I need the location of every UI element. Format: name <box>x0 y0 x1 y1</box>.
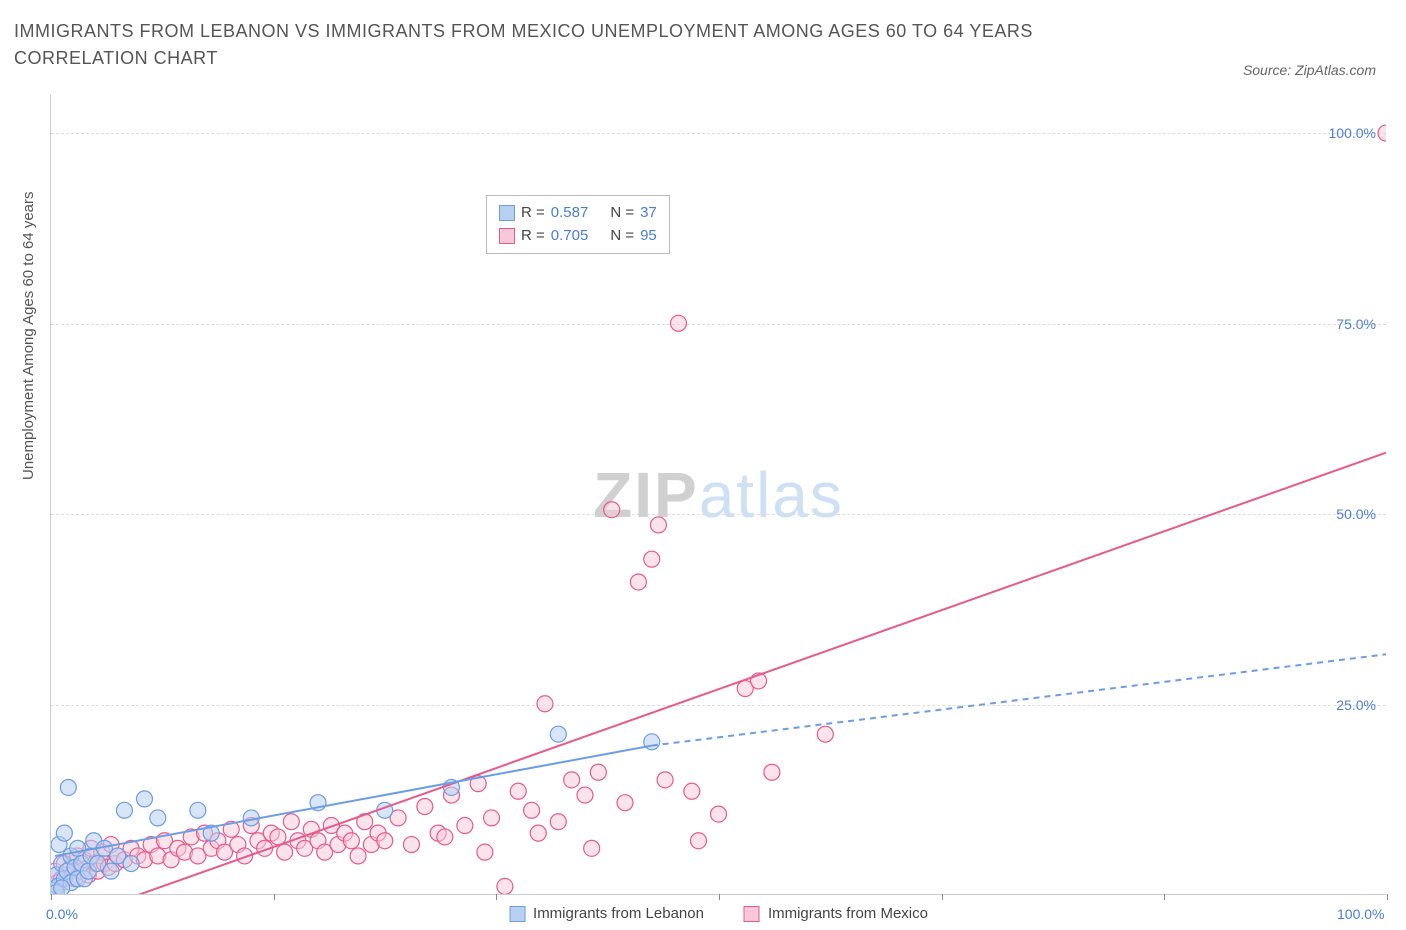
data-point <box>457 818 473 834</box>
data-point <box>510 783 526 799</box>
chart-title: IMMIGRANTS FROM LEBANON VS IMMIGRANTS FR… <box>14 18 1134 72</box>
legend-item-lebanon: Immigrants from Lebanon <box>509 905 704 922</box>
data-point <box>617 795 633 811</box>
chart-svg <box>51 95 1386 894</box>
x-tick-mark <box>1164 894 1165 900</box>
swatch-mexico <box>499 228 515 244</box>
source-label: Source: ZipAtlas.com <box>1243 62 1376 78</box>
data-point <box>550 726 566 742</box>
data-point <box>584 840 600 856</box>
data-point <box>403 837 419 853</box>
data-point <box>437 829 453 845</box>
r-label: R = <box>521 225 545 248</box>
data-point <box>136 791 152 807</box>
data-point <box>564 772 580 788</box>
data-point <box>377 833 393 849</box>
data-point <box>577 787 593 803</box>
legend-row-mexico: R = 0.705 N = 95 <box>499 225 657 248</box>
data-point <box>817 726 833 742</box>
data-point <box>537 696 553 712</box>
x-tick-mark <box>496 894 497 900</box>
data-point <box>644 551 660 567</box>
y-axis-label: Unemployment Among Ages 60 to 64 years <box>20 191 37 480</box>
data-point <box>650 517 666 533</box>
data-point <box>690 833 706 849</box>
x-tick-label: 100.0% <box>1337 906 1384 922</box>
data-point <box>497 878 513 894</box>
plot-area: ZIPatlas R = 0.587 N = 37 R = 0.705 N = … <box>50 95 1386 895</box>
x-tick-label: 0.0% <box>46 906 78 922</box>
data-point <box>54 880 70 894</box>
data-point <box>657 772 673 788</box>
data-point <box>530 825 546 841</box>
data-point <box>343 833 359 849</box>
data-point <box>56 825 72 841</box>
data-point <box>684 783 700 799</box>
data-point <box>484 810 500 826</box>
legend-bottom: Immigrants from Lebanon Immigrants from … <box>509 905 928 922</box>
x-tick-mark <box>719 894 720 900</box>
data-point <box>1378 125 1386 141</box>
data-point <box>590 764 606 780</box>
data-point <box>123 856 139 872</box>
data-point <box>277 844 293 860</box>
data-point <box>190 802 206 818</box>
legend-stats: R = 0.587 N = 37 R = 0.705 N = 95 <box>486 195 670 254</box>
legend-item-mexico: Immigrants from Mexico <box>744 905 928 922</box>
legend-label-mexico: Immigrants from Mexico <box>768 905 928 922</box>
data-point <box>116 802 132 818</box>
data-point <box>764 764 780 780</box>
trend-line <box>652 654 1386 745</box>
n-value-lebanon: 37 <box>640 202 657 225</box>
swatch-lebanon <box>499 205 515 221</box>
data-point <box>524 802 540 818</box>
n-value-mexico: 95 <box>640 225 657 248</box>
swatch-mexico-icon <box>744 906 760 922</box>
data-point <box>550 814 566 830</box>
x-tick-mark <box>1387 894 1388 900</box>
data-point <box>60 779 76 795</box>
data-point <box>604 502 620 518</box>
swatch-lebanon-icon <box>509 906 525 922</box>
data-point <box>350 848 366 864</box>
x-tick-mark <box>274 894 275 900</box>
r-value-mexico: 0.705 <box>551 225 589 248</box>
legend-label-lebanon: Immigrants from Lebanon <box>533 905 704 922</box>
data-point <box>283 814 299 830</box>
r-value-lebanon: 0.587 <box>551 202 589 225</box>
data-point <box>150 810 166 826</box>
data-point <box>711 806 727 822</box>
r-label: R = <box>521 202 545 225</box>
n-label: N = <box>610 202 634 225</box>
x-tick-mark <box>942 894 943 900</box>
x-tick-mark <box>51 894 52 900</box>
data-point <box>103 863 119 879</box>
n-label: N = <box>610 225 634 248</box>
legend-row-lebanon: R = 0.587 N = 37 <box>499 202 657 225</box>
data-point <box>417 799 433 815</box>
data-point <box>477 844 493 860</box>
data-point <box>670 315 686 331</box>
data-point <box>630 574 646 590</box>
